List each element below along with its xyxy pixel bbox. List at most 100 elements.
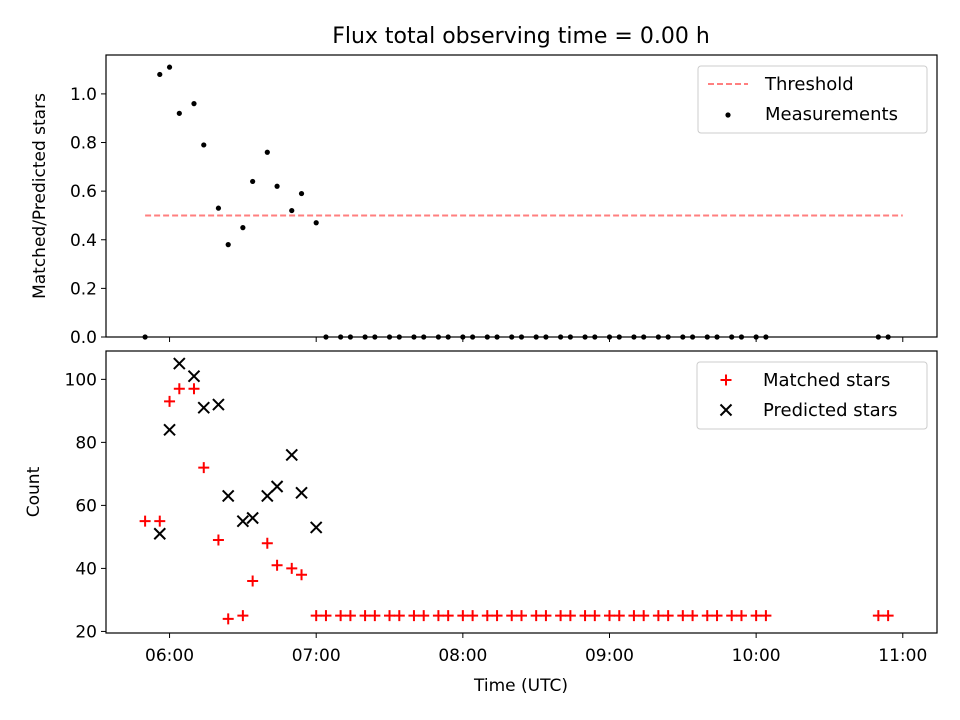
top-y-tick-label: 0.6 — [70, 182, 97, 202]
matched-star-point — [701, 610, 713, 622]
matched-star-points — [139, 383, 894, 625]
matched-star-point — [530, 610, 542, 622]
top-legend-box — [697, 65, 928, 134]
top-legend: Threshold Measurements — [697, 65, 928, 134]
bottom-ylabel: Count — [24, 466, 44, 517]
top-y-tick-label: 0.4 — [70, 231, 97, 251]
top-panel: Flux total observing time = 0.00 h 0.00.… — [30, 24, 938, 348]
matched-star-point — [139, 515, 151, 527]
top-y-tick-label: 0.2 — [70, 279, 97, 299]
bottom-legend-box — [696, 361, 928, 430]
bottom-y-tick-label: 20 — [75, 622, 97, 642]
matched-star-point — [320, 610, 332, 622]
matched-star-point — [296, 569, 308, 581]
matched-star-point — [384, 610, 396, 622]
matched-legend-swatch — [720, 374, 732, 386]
bottom-y-tick-label: 60 — [75, 496, 97, 516]
predicted-star-point — [163, 423, 176, 436]
measurement-point — [191, 101, 197, 107]
bottom-x-tick-label: 11:00 — [878, 646, 927, 666]
matched-star-point — [872, 610, 884, 622]
measurement-point — [201, 142, 207, 148]
matched-star-point — [271, 559, 283, 571]
measurement-point — [298, 190, 305, 197]
matched-star-point — [418, 610, 430, 622]
matched-star-point — [188, 383, 200, 395]
predicted-star-point — [309, 521, 323, 534]
predicted-star-point — [270, 480, 284, 493]
top-axes-frame — [105, 54, 938, 338]
measurements-legend-swatch — [725, 112, 731, 118]
matched-star-point — [603, 610, 615, 622]
matched-star-point — [564, 610, 576, 622]
threshold-legend-label: Threshold — [764, 74, 854, 95]
matched-star-point — [555, 610, 567, 622]
top-y-tick-label: 0.0 — [70, 328, 97, 348]
predicted-star-point — [285, 448, 298, 462]
top-ylabel: Matched/Predicted stars — [30, 93, 50, 299]
bottom-x-tick-label: 07:00 — [292, 646, 341, 666]
top-y-tick-label: 1.0 — [70, 85, 97, 105]
matched-star-point — [393, 610, 405, 622]
matched-star-point — [286, 562, 298, 574]
measurement-points — [142, 64, 891, 340]
matched-star-point — [212, 534, 224, 546]
measurement-point — [264, 149, 270, 155]
matched-star-point — [164, 395, 176, 407]
bottom-x-tick-label: 09:00 — [585, 646, 634, 666]
bottom-y-tick-label: 40 — [75, 559, 97, 579]
predicted-star-point — [173, 357, 186, 370]
predicted-star-point — [197, 401, 210, 414]
bottom-y-tick-label: 100 — [65, 370, 97, 390]
matched-star-point — [457, 610, 469, 622]
matched-star-point — [638, 610, 650, 622]
matched-star-point — [662, 610, 674, 622]
matched-star-point — [335, 610, 347, 622]
measurement-point — [274, 183, 280, 189]
predicted-star-point — [295, 486, 308, 499]
predicted-legend-label: Predicted stars — [763, 400, 897, 421]
top-title: Flux total observing time = 0.00 h — [332, 24, 710, 49]
matched-star-point — [750, 610, 762, 622]
bottom-panel: 06:00 07:00 08:00 09:00 10:00 11:00 20 40 60 80 10… — [24, 350, 938, 696]
measurement-point — [176, 110, 182, 116]
matched-star-point — [481, 610, 493, 622]
matched-star-point — [628, 610, 640, 622]
predicted-legend-marker — [719, 403, 733, 417]
matched-star-point — [261, 537, 273, 549]
matched-legend-label: Matched stars — [763, 370, 890, 391]
measurement-point — [157, 71, 163, 78]
matched-star-point — [467, 610, 479, 622]
matched-star-point — [613, 610, 625, 622]
matched-star-point — [237, 610, 249, 622]
matched-star-point — [677, 610, 689, 622]
predicted-star-point — [261, 489, 274, 503]
bottom-x-tick-label: 06:00 — [145, 646, 194, 666]
matched-star-point — [760, 610, 772, 622]
matched-star-point — [711, 610, 723, 622]
matched-star-point — [735, 610, 747, 622]
measurement-point — [166, 64, 173, 70]
predicted-star-point — [221, 489, 235, 503]
bottom-axes-frame — [105, 350, 938, 634]
matched-star-point — [154, 515, 166, 527]
predicted-star-point — [236, 514, 250, 528]
matched-star-point — [442, 610, 454, 622]
matched-star-point — [408, 610, 420, 622]
matched-star-point — [540, 610, 552, 622]
top-y-tick-label: 0.8 — [70, 134, 97, 154]
matched-star-point — [173, 383, 185, 395]
matched-star-point — [579, 610, 591, 622]
bottom-x-tick-label: 08:00 — [438, 646, 487, 666]
predicted-legend-swatch — [719, 403, 733, 417]
matched-star-point — [359, 610, 371, 622]
matched-star-point — [491, 610, 503, 622]
bottom-x-tick-label: 10:00 — [732, 646, 781, 666]
matched-star-point — [652, 610, 664, 622]
top-ticks: 0.0 0.2 0.4 0.6 0.8 1.0 — [70, 85, 904, 348]
matched-star-point — [726, 610, 738, 622]
matched-star-point — [198, 462, 210, 474]
measurements-legend-label: Measurements — [765, 104, 898, 125]
measurement-point — [250, 178, 256, 185]
